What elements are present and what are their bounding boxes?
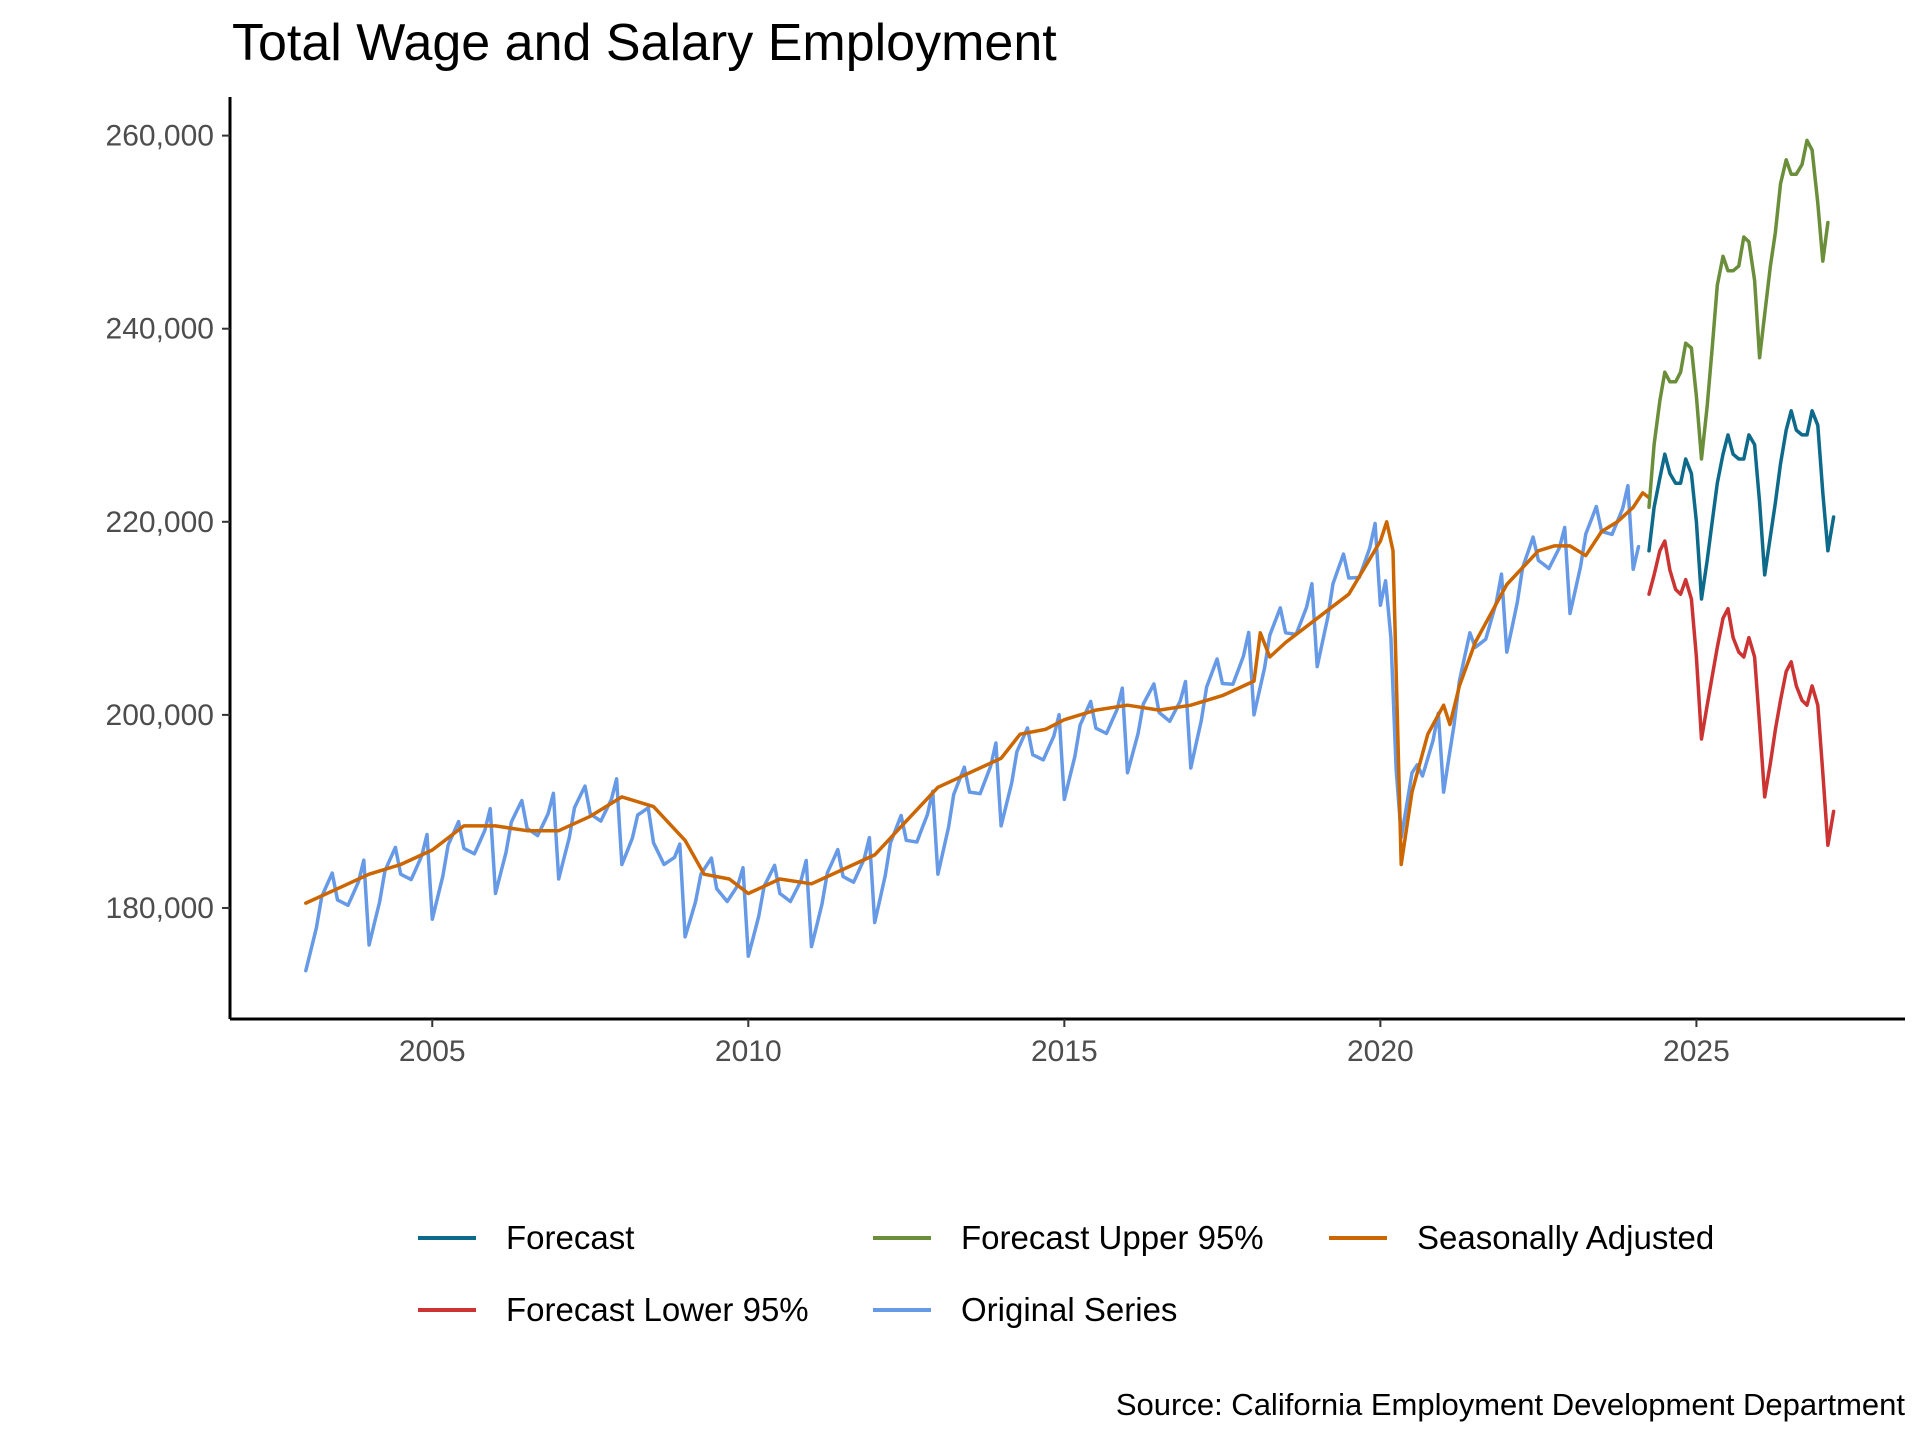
y-axis: 180,000 200,000 220,000 240,000 260,000	[106, 120, 230, 925]
legend-label-seasonally-adjusted: Seasonally Adjusted	[1417, 1219, 1714, 1256]
x-tick-label: 2010	[715, 1035, 782, 1068]
chart-caption: Source: California Employment Developmen…	[1116, 1387, 1906, 1422]
y-tick-label: 200,000	[106, 699, 214, 732]
x-tick-label: 2015	[1031, 1035, 1098, 1068]
legend: Forecast Forecast Upper 95% Seasonally Adj…	[418, 1219, 1714, 1328]
legend-label-forecast: Forecast	[506, 1219, 634, 1256]
series-line-original-series	[304, 483, 1641, 973]
x-axis: 2005 2010 2015 2020 2025	[399, 1019, 1730, 1068]
legend-label-forecast-upper-95: Forecast Upper 95%	[961, 1219, 1264, 1256]
series-line-forecast-lower-95	[1647, 539, 1836, 847]
y-tick-label: 220,000	[106, 506, 214, 539]
series-line-forecast-upper-95	[1647, 138, 1830, 510]
chart-title: Total Wage and Salary Employment	[232, 14, 1057, 72]
legend-label-original-series: Original Series	[961, 1291, 1177, 1328]
y-tick-label: 260,000	[106, 120, 214, 153]
y-tick-label: 180,000	[106, 892, 214, 925]
legend-label-forecast-lower-95: Forecast Lower 95%	[506, 1291, 809, 1328]
y-tick-label: 240,000	[106, 313, 214, 346]
series-line-seasonally-adjusted	[304, 491, 1651, 905]
series-line-forecast	[1647, 409, 1836, 601]
x-tick-label: 2020	[1347, 1035, 1414, 1068]
x-tick-label: 2025	[1663, 1035, 1730, 1068]
series-layer	[304, 138, 1836, 973]
x-tick-label: 2005	[399, 1035, 466, 1068]
